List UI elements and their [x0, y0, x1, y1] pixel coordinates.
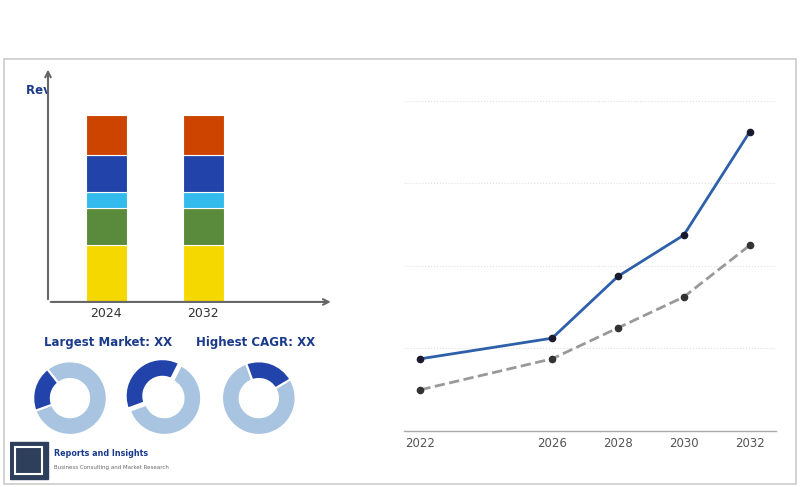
Text: Business Consulting and Market Research: Business Consulting and Market Research — [54, 466, 170, 470]
Bar — [86, 245, 126, 302]
Bar — [86, 208, 126, 245]
Bar — [183, 192, 224, 208]
Wedge shape — [126, 359, 179, 409]
Wedge shape — [35, 361, 106, 435]
Bar — [183, 245, 224, 302]
Bar — [183, 208, 224, 245]
Bar — [10, 442, 48, 479]
Text: Revenue Share Analysis, By Treatment Type: Revenue Share Analysis, By Treatment Typ… — [26, 84, 318, 97]
Bar — [183, 114, 224, 155]
Text: Market Analysis, By Age Group: Market Analysis, By Age Group — [487, 84, 705, 97]
Text: GLOBAL HYPERPHOSPHATEMIA TREATMENT MARKET SEGMENT ANALYSIS: GLOBAL HYPERPHOSPHATEMIA TREATMENT MARKE… — [14, 23, 618, 38]
Wedge shape — [222, 363, 295, 435]
Text: Largest Market: XX: Largest Market: XX — [44, 336, 172, 349]
Bar — [86, 114, 126, 155]
Wedge shape — [246, 361, 290, 388]
Wedge shape — [34, 369, 58, 411]
Text: Reports and Insights: Reports and Insights — [54, 449, 149, 457]
Wedge shape — [130, 365, 201, 435]
Bar — [86, 192, 126, 208]
Text: Highest CAGR: XX: Highest CAGR: XX — [196, 336, 315, 349]
Bar — [86, 155, 126, 192]
Bar — [15, 447, 42, 474]
Bar — [183, 155, 224, 192]
